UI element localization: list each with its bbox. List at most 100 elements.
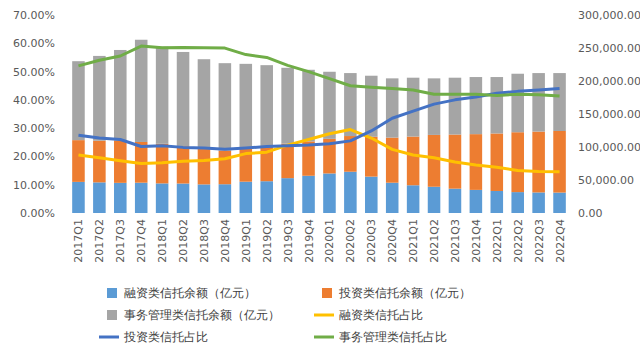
bar	[219, 151, 232, 185]
y-tick-label: 20.00%	[13, 150, 55, 163]
bar	[428, 135, 441, 187]
x-tick-label: 2021Q4	[470, 219, 483, 263]
bar	[365, 177, 378, 213]
bar	[198, 184, 211, 213]
y2-tick-label: 0.00	[578, 207, 603, 220]
legend-label: 融资类信托余额（亿元）	[124, 286, 256, 300]
legend-swatch	[314, 336, 334, 339]
legend-swatch	[99, 336, 119, 339]
legend-label: 投资类信托余额（亿元）	[338, 286, 471, 300]
bar	[156, 183, 169, 213]
x-tick-label: 2019Q2	[261, 219, 274, 263]
line	[78, 46, 559, 96]
x-tick-label: 2020Q1	[323, 219, 336, 263]
y2-tick-label: 250,000.00	[578, 42, 640, 55]
bar	[386, 183, 399, 213]
bar	[177, 184, 190, 213]
bar	[532, 73, 545, 131]
bar	[260, 181, 273, 213]
legend-label: 事务管理类信托余额（亿元）	[124, 308, 280, 322]
x-tick-label: 2021Q1	[407, 219, 420, 263]
bar	[323, 72, 336, 139]
bar	[281, 178, 294, 213]
bar	[135, 40, 148, 142]
bar	[72, 140, 85, 182]
bar	[511, 74, 524, 132]
bar	[260, 65, 273, 146]
bar	[553, 73, 566, 131]
chart: 0.00% 10.00% 20.00% 30.00% 40.00% 50.00% 60.00…	[0, 0, 640, 357]
bar	[240, 64, 253, 148]
y-tick-label: 60.00%	[13, 37, 55, 50]
x-tick-label: 2017Q4	[135, 219, 148, 263]
x-tick-label: 2018Q2	[177, 219, 190, 263]
y-tick-label: 70.00%	[13, 9, 55, 22]
x-tick-label: 2017Q2	[93, 219, 106, 263]
bar	[114, 183, 127, 213]
y-tick-label: 0.00%	[20, 207, 55, 220]
bar	[553, 193, 566, 213]
bar	[491, 133, 504, 191]
x-tick-label: 2017Q3	[114, 219, 127, 263]
bar	[93, 141, 106, 183]
marks	[72, 40, 566, 213]
x-tick-label: 2021Q3	[449, 219, 462, 263]
x-tick-label: 2019Q1	[240, 219, 253, 263]
bar	[532, 132, 545, 193]
bar	[553, 131, 566, 193]
bar	[135, 183, 148, 213]
bar	[470, 190, 483, 213]
bar	[511, 192, 524, 213]
bar	[93, 56, 106, 141]
y2-tick-label: 150,000.00	[578, 108, 640, 121]
y2-tick-label: 100,000.00	[578, 141, 640, 154]
bar	[407, 185, 420, 213]
legend-swatch	[107, 288, 117, 298]
bar	[532, 192, 545, 213]
bar	[449, 78, 462, 135]
x-tick-label: 2022Q3	[533, 219, 546, 263]
x-tick-label: 2020Q4	[386, 219, 399, 263]
bar	[386, 138, 399, 183]
legend-label: 融资类信托占比	[339, 308, 423, 322]
bar	[407, 137, 420, 186]
y-tick-label: 10.00%	[13, 179, 55, 192]
bar	[407, 78, 420, 137]
y-tick-label: 50.00%	[13, 66, 55, 79]
bar	[72, 61, 85, 140]
bar	[72, 182, 85, 213]
x-tick-label: 2018Q1	[156, 219, 169, 263]
bar	[302, 70, 315, 142]
y2-tick-label: 200,000.00	[578, 75, 640, 88]
x-tick-label: 2019Q3	[282, 219, 295, 263]
y-tick-label: 30.00%	[13, 122, 55, 135]
x-tick-label: 2022Q2	[512, 219, 525, 263]
bar	[470, 77, 483, 134]
legend-label: 事务管理类信托占比	[339, 330, 447, 344]
bar	[491, 77, 504, 133]
bar	[323, 173, 336, 213]
legend-label: 投资类信托占比	[123, 330, 208, 344]
bar	[470, 134, 483, 190]
bar	[219, 184, 232, 213]
x-tick-label: 2020Q3	[365, 219, 378, 263]
bar	[219, 63, 232, 150]
x-tick-label: 2020Q2	[344, 219, 357, 263]
bar	[114, 50, 127, 140]
x-tick-label: 2018Q3	[198, 219, 211, 263]
bar	[344, 172, 357, 213]
bar	[177, 146, 190, 183]
bar	[198, 59, 211, 149]
bar	[428, 187, 441, 213]
y2-tick-label: 300,000.00	[578, 9, 640, 22]
bar	[93, 182, 106, 213]
bar	[240, 182, 253, 213]
y-tick-label: 40.00%	[13, 94, 55, 107]
bar	[449, 189, 462, 213]
legend-swatch	[107, 310, 117, 320]
x-tick-label: 2019Q4	[303, 219, 316, 263]
bar	[156, 47, 169, 144]
bar	[177, 52, 190, 146]
x-tick-label: 2022Q1	[491, 219, 504, 263]
x-tick-label: 2021Q2	[428, 219, 441, 263]
